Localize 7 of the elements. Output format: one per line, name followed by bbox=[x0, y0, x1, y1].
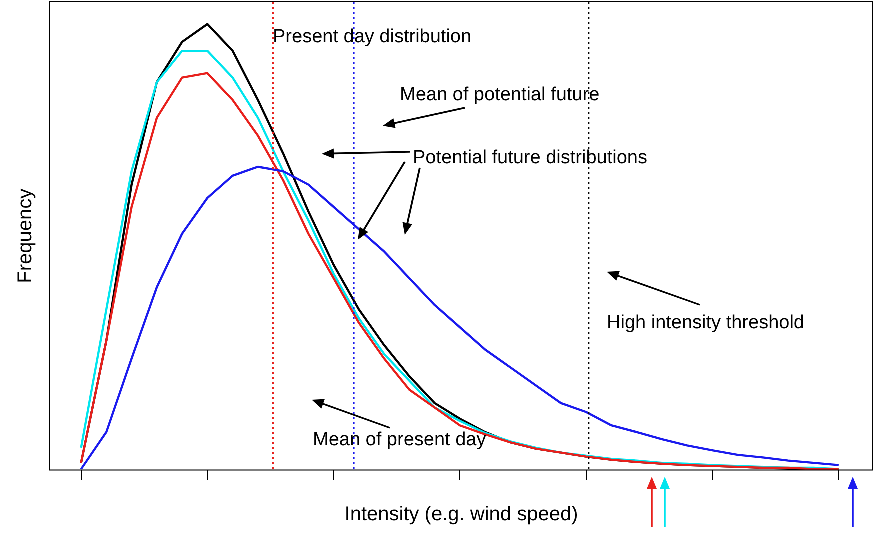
annotation: Mean of present day bbox=[313, 430, 486, 450]
annotation: Mean of potential future bbox=[400, 84, 600, 106]
annotation: High intensity threshold bbox=[607, 312, 804, 334]
y-axis-title: Frequency bbox=[14, 188, 37, 284]
annotation: Present day distribution bbox=[273, 26, 472, 48]
annotation: Potential future distributions bbox=[413, 148, 648, 168]
x-axis-title: Intensity (e.g. wind speed) bbox=[344, 504, 578, 526]
